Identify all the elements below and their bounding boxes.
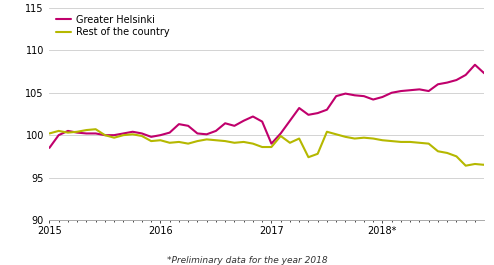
Rest of the country: [278, 134, 284, 138]
Greater Helsinki: [74, 131, 80, 134]
Rest of the country: [407, 140, 413, 144]
Greater Helsinki: [185, 124, 191, 127]
Rest of the country: [46, 132, 52, 135]
Rest of the country: [74, 130, 80, 133]
Rest of the country: [195, 139, 201, 143]
Rest of the country: [65, 131, 71, 134]
Rest of the country: [463, 164, 469, 167]
Legend: Greater Helsinki, Rest of the country: Greater Helsinki, Rest of the country: [54, 13, 171, 39]
Rest of the country: [416, 141, 422, 144]
Greater Helsinki: [46, 146, 52, 149]
Text: *Preliminary data for the year 2018: *Preliminary data for the year 2018: [166, 256, 328, 265]
Greater Helsinki: [398, 90, 404, 93]
Greater Helsinki: [407, 89, 413, 92]
Greater Helsinki: [491, 49, 494, 52]
Greater Helsinki: [268, 142, 274, 145]
Rest of the country: [93, 128, 99, 131]
Greater Helsinki: [65, 129, 71, 132]
Line: Rest of the country: Rest of the country: [49, 129, 494, 166]
Line: Greater Helsinki: Greater Helsinki: [49, 50, 494, 148]
